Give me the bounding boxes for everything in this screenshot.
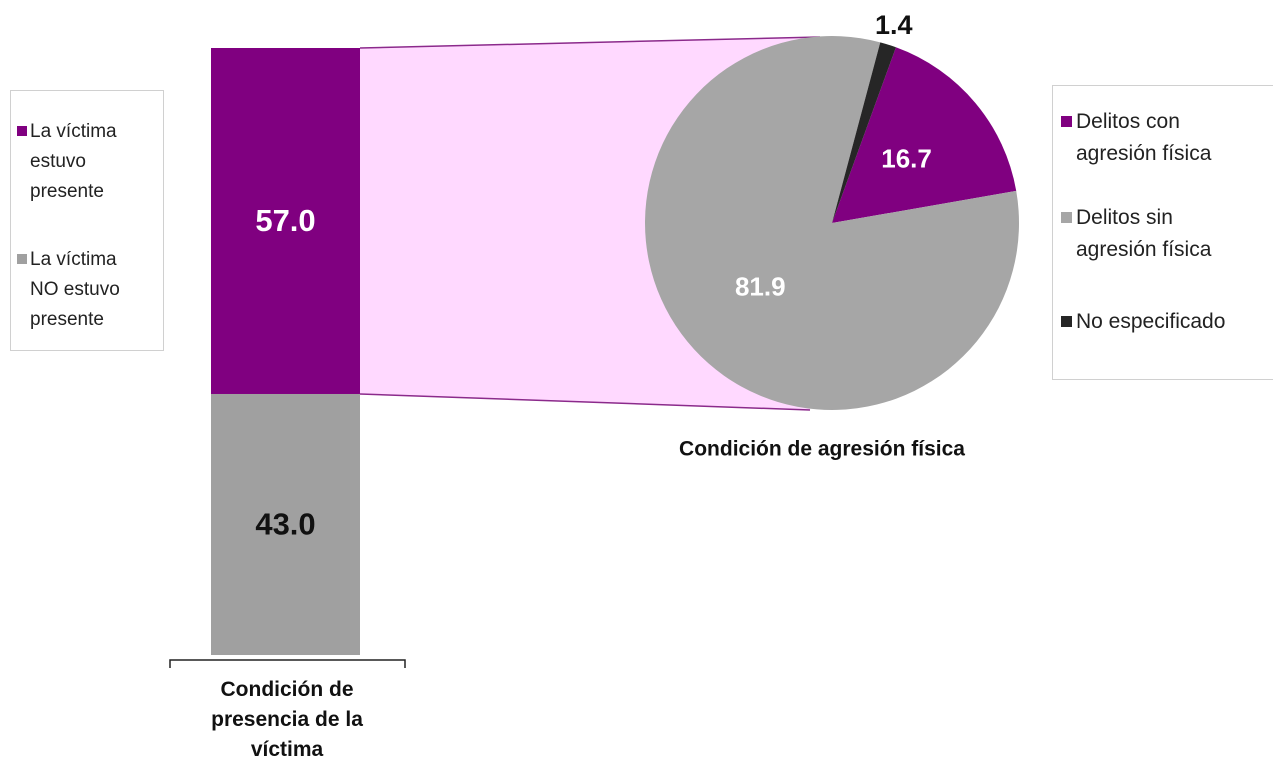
pie-legend: Delitos con agresión física Delitos sin a… (1052, 85, 1273, 380)
legend-swatch (17, 126, 27, 136)
legend-label: La víctima estuvo presente (30, 121, 117, 202)
bar-legend: La víctima estuvo presente La víctima NO … (10, 90, 164, 351)
legend-swatch (17, 254, 27, 264)
legend-swatch (1061, 316, 1072, 327)
legend-entry: Delitos sin agresión física (1061, 202, 1252, 266)
pie-slice (832, 47, 1017, 223)
data-label: 1.4 (875, 10, 913, 40)
data-label: 43.0 (255, 507, 315, 542)
axis-bracket (169, 659, 406, 668)
legend-label: Delitos con agresión física (1076, 110, 1212, 165)
bar-segment (211, 393, 360, 655)
legend-swatch (1061, 212, 1072, 223)
data-label: 16.7 (881, 143, 932, 173)
legend-label: Delitos sin agresión física (1076, 206, 1212, 261)
legend-entry: No especificado (1061, 306, 1252, 338)
legend-entry: La víctima NO estuvo presente (17, 245, 148, 335)
legend-entry: Delitos con agresión física (1061, 106, 1252, 170)
pie-title: Condición de agresión física (679, 438, 965, 461)
legend-label: La víctima NO estuvo presente (30, 249, 120, 330)
legend-label: No especificado (1076, 310, 1226, 333)
data-label: 81.9 (735, 272, 786, 302)
connector-line (359, 393, 811, 411)
pie-slice (645, 36, 1019, 410)
bar-segment (211, 48, 360, 394)
x-category-label: Condición de presencia de la víctima (211, 678, 363, 761)
pie-slice (832, 42, 896, 223)
data-label: 57.0 (255, 203, 315, 238)
legend-swatch (1061, 116, 1072, 127)
legend-entry: La víctima estuvo presente (17, 117, 148, 207)
connector-line (359, 36, 821, 49)
